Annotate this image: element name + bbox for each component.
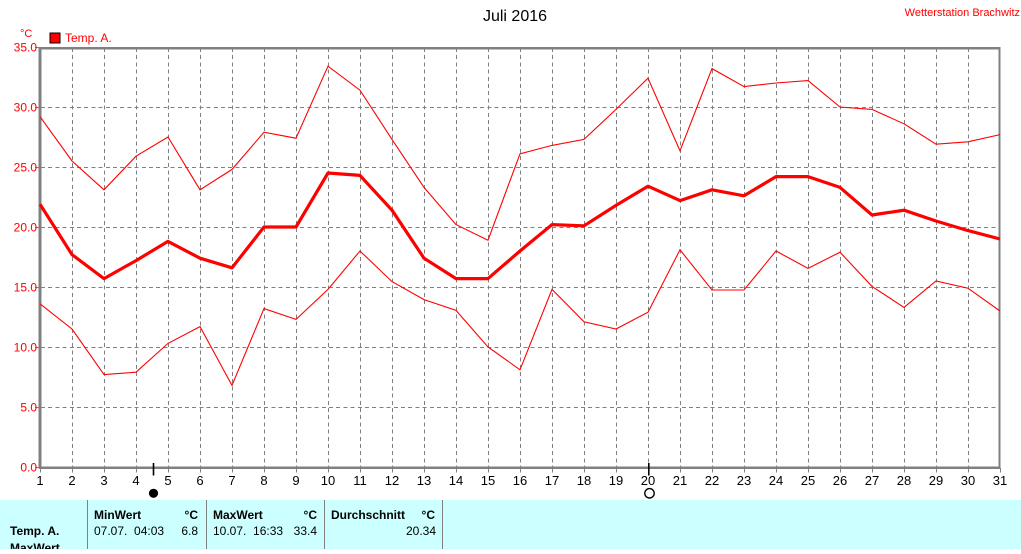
- svg-text:30: 30: [961, 473, 975, 488]
- svg-text:24: 24: [769, 473, 783, 488]
- svg-text:Wetterstation Brachwitz: Wetterstation Brachwitz: [905, 7, 1020, 19]
- svg-text:20: 20: [641, 473, 655, 488]
- svg-text:3: 3: [100, 473, 107, 488]
- svg-text:20.34: 20.34: [406, 524, 436, 538]
- svg-text:10: 10: [321, 473, 335, 488]
- svg-text:Temp. A.: Temp. A.: [65, 31, 112, 45]
- svg-text:22: 22: [705, 473, 719, 488]
- svg-text:26: 26: [833, 473, 847, 488]
- svg-text:18: 18: [577, 473, 591, 488]
- svg-text:°C: °C: [304, 508, 318, 522]
- svg-text:25.0: 25.0: [14, 161, 38, 175]
- svg-text:29: 29: [929, 473, 943, 488]
- svg-text:1: 1: [36, 473, 43, 488]
- svg-text:°C: °C: [422, 508, 436, 522]
- svg-text:28: 28: [897, 473, 911, 488]
- svg-text:MinWert: MinWert: [94, 508, 141, 522]
- svg-text:Durchschnitt: Durchschnitt: [331, 508, 405, 522]
- svg-text:14: 14: [449, 473, 463, 488]
- svg-text:0.0: 0.0: [20, 461, 37, 475]
- svg-text:13: 13: [417, 473, 431, 488]
- svg-text:10.0: 10.0: [14, 341, 38, 355]
- svg-text:7: 7: [228, 473, 235, 488]
- svg-text:19: 19: [609, 473, 623, 488]
- svg-text:25: 25: [801, 473, 815, 488]
- svg-text:12: 12: [385, 473, 399, 488]
- svg-text:16: 16: [513, 473, 527, 488]
- svg-text:15.0: 15.0: [14, 281, 38, 295]
- svg-text:15: 15: [481, 473, 495, 488]
- svg-text:07.07. 04:03: 07.07. 04:03: [94, 524, 164, 538]
- svg-text:33.4: 33.4: [294, 524, 318, 538]
- svg-text:6.8: 6.8: [181, 524, 198, 538]
- svg-text:23: 23: [737, 473, 751, 488]
- svg-text:Temp. A.: Temp. A.: [10, 524, 59, 538]
- svg-text:30.0: 30.0: [14, 101, 38, 115]
- svg-text:27: 27: [865, 473, 879, 488]
- svg-text:11: 11: [353, 473, 367, 488]
- svg-text:6: 6: [196, 473, 203, 488]
- svg-text:°C: °C: [20, 28, 32, 40]
- svg-text:20.0: 20.0: [14, 221, 38, 235]
- svg-text:MaxWert: MaxWert: [213, 508, 263, 522]
- svg-text:5: 5: [164, 473, 171, 488]
- svg-text:31: 31: [993, 473, 1007, 488]
- svg-text:8: 8: [260, 473, 267, 488]
- svg-text:5.0: 5.0: [20, 401, 37, 415]
- svg-text:9: 9: [292, 473, 299, 488]
- svg-text:21: 21: [673, 473, 687, 488]
- svg-text:MaxWert: MaxWert: [10, 541, 60, 549]
- svg-text:Juli 2016: Juli 2016: [483, 8, 547, 25]
- svg-text:4: 4: [132, 473, 139, 488]
- svg-text:35.0: 35.0: [14, 41, 38, 55]
- svg-text:2: 2: [68, 473, 75, 488]
- svg-text:17: 17: [545, 473, 559, 488]
- svg-text:°C: °C: [185, 508, 199, 522]
- svg-text:10.07. 16:33: 10.07. 16:33: [213, 524, 283, 538]
